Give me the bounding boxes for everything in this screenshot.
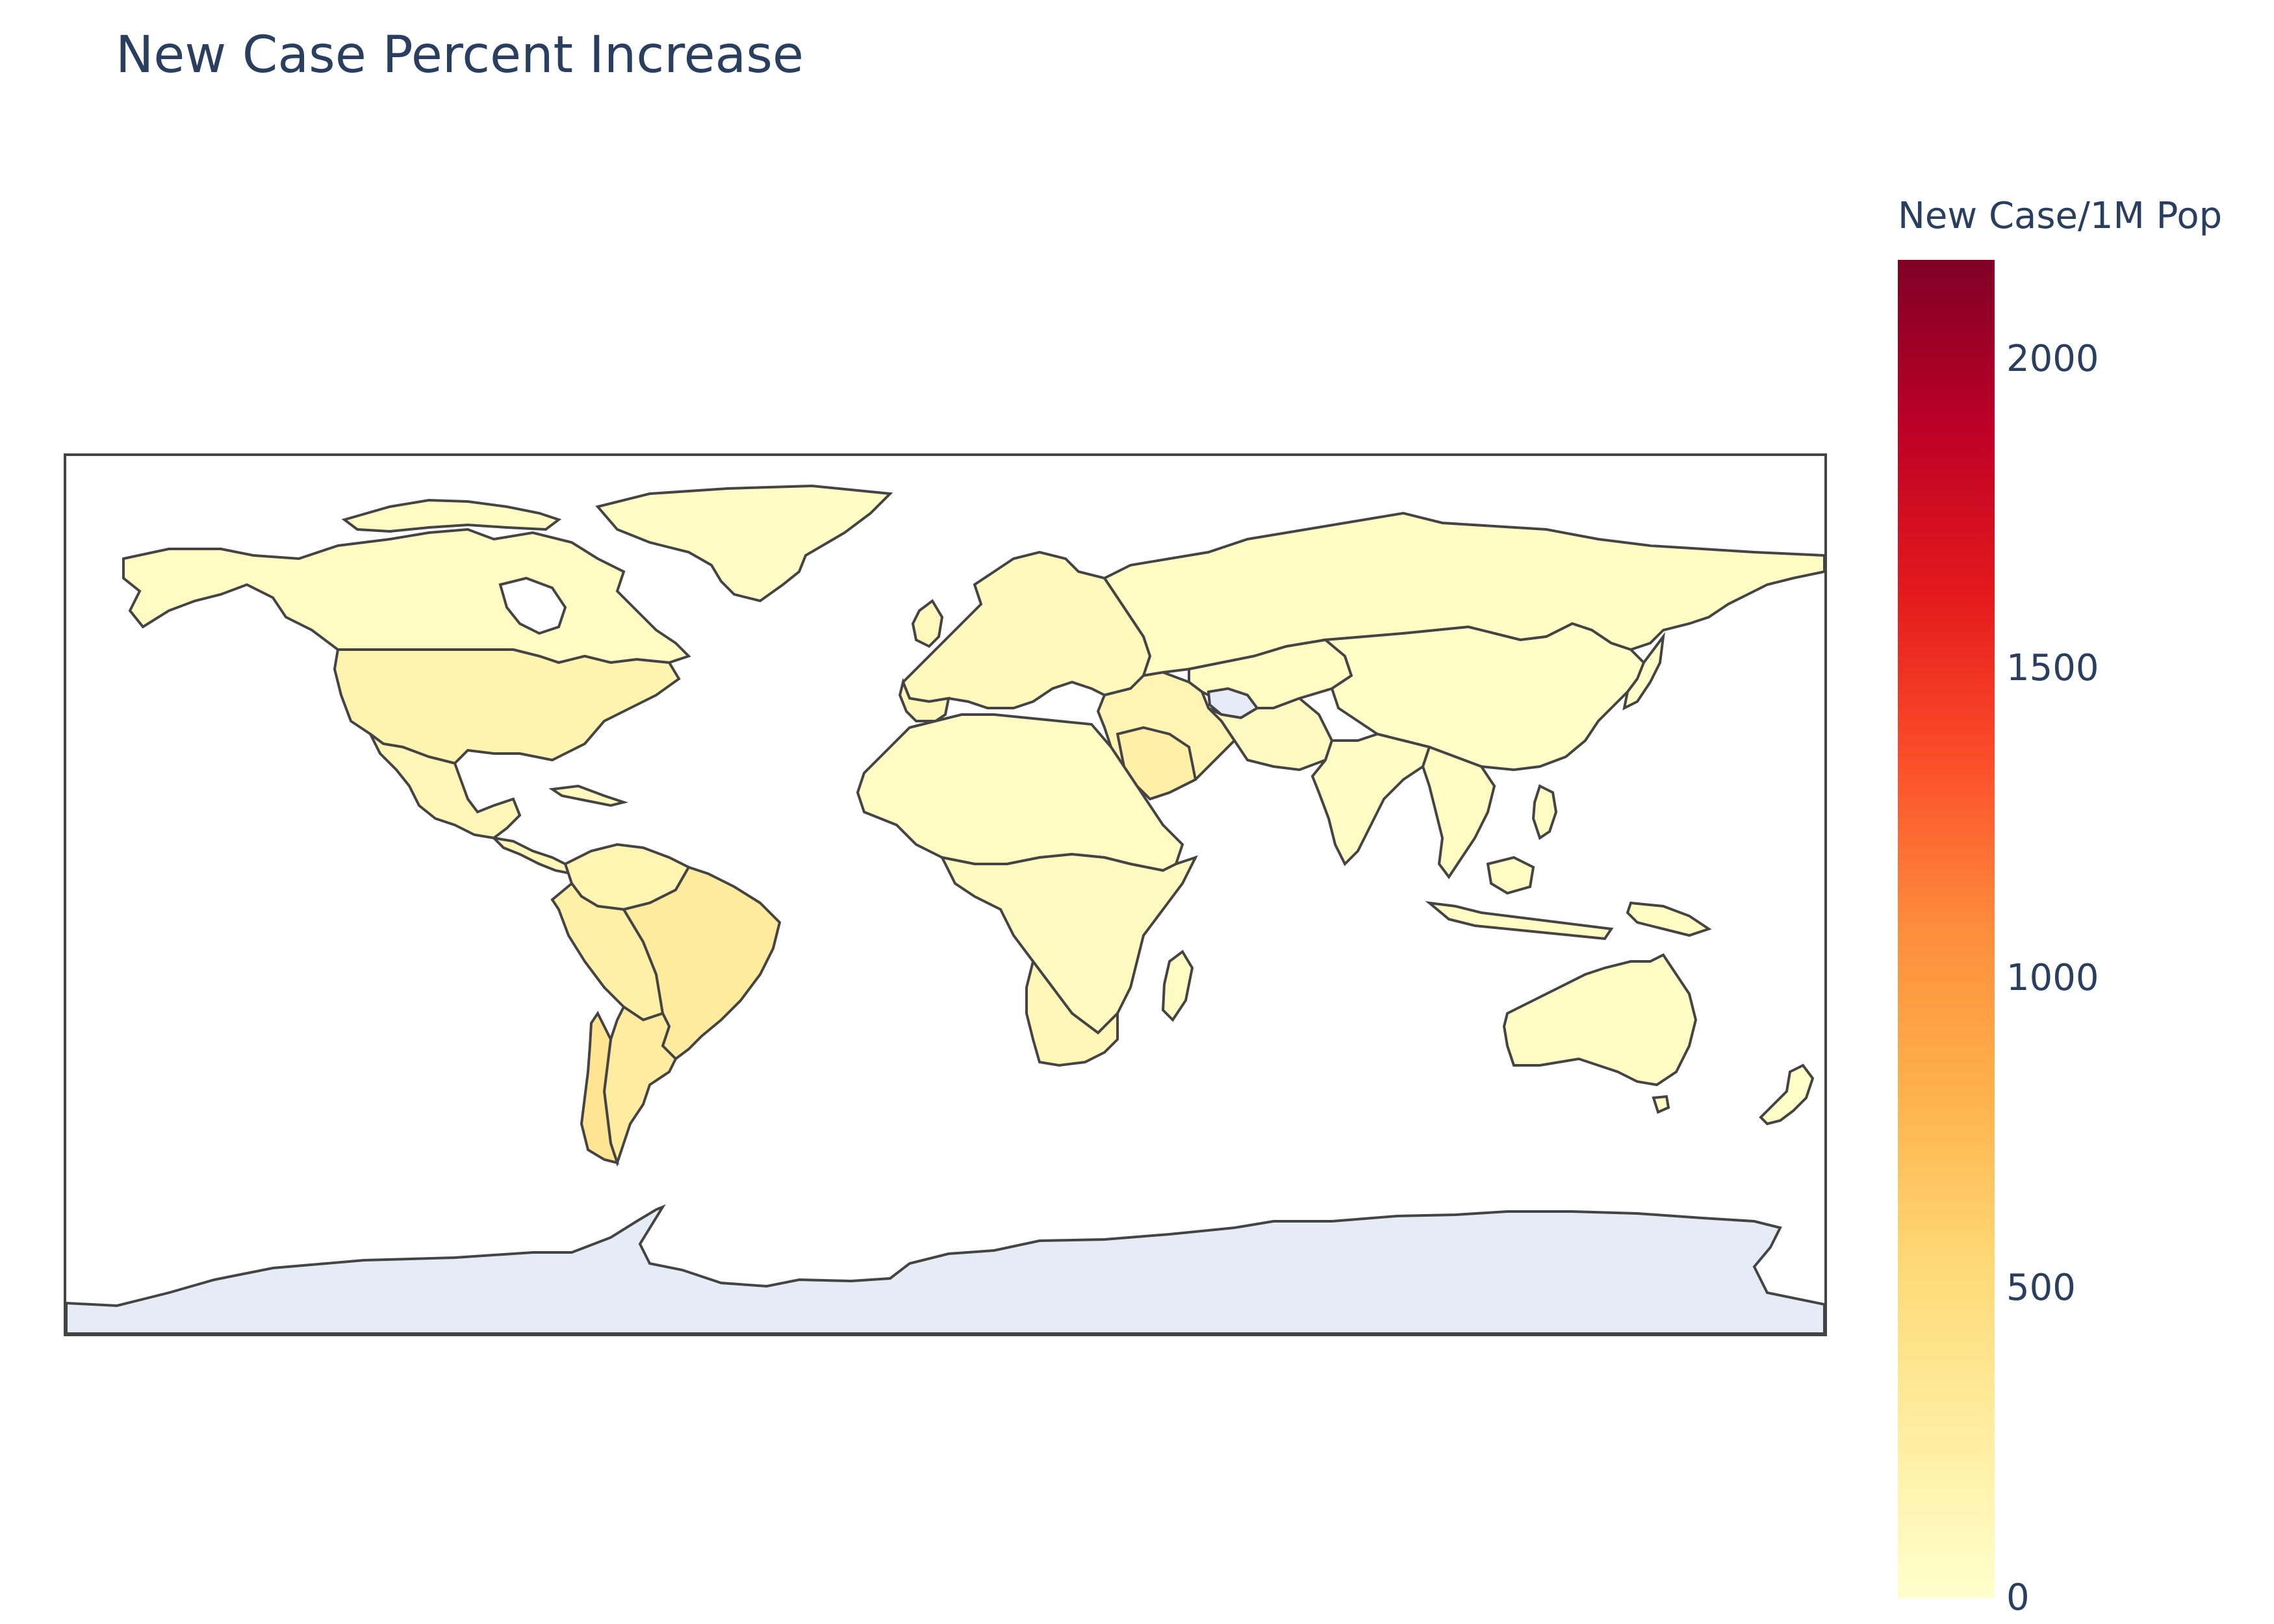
region-chile (580, 1011, 620, 1165)
region-antarctica (65, 1204, 1826, 1335)
region-south-africa (1025, 958, 1119, 1067)
region-new-zealand (1759, 1063, 1815, 1126)
region-borneo (1486, 856, 1535, 895)
region-philippines (1531, 784, 1558, 841)
region-japan (1622, 631, 1665, 711)
colorbar-tick-label: 1500 (2006, 647, 2099, 690)
chart-title: New Case Percent Increase (116, 26, 804, 84)
region-sub-saharan-africa (939, 852, 1198, 1035)
region-caribbean (548, 784, 629, 807)
region-australia (1502, 953, 1698, 1087)
colorbar-title: New Case/1M Pop (1898, 195, 2223, 237)
region-madagascar (1161, 950, 1194, 1022)
colorbar-tick-label: 0 (2006, 1577, 2030, 1619)
colorbar-tick-label: 1000 (2006, 957, 2099, 1000)
region-arctic-islands (341, 498, 562, 533)
region-southeast-asia (1421, 745, 1496, 880)
region-india (1310, 732, 1431, 867)
hudson-bay (498, 576, 567, 635)
region-mexico (369, 733, 522, 840)
colorbar-tick-label: 2000 (2006, 337, 2099, 380)
region-uk (911, 599, 944, 648)
region-greenland (595, 484, 893, 603)
region-indonesia (1425, 901, 1614, 941)
region-iberia (898, 678, 951, 722)
colorbar (1898, 260, 1995, 1598)
region-tasmania (1652, 1095, 1670, 1114)
region-new-guinea (1626, 901, 1712, 937)
region-china (1322, 622, 1646, 772)
colorbar-tick-label: 500 (2006, 1267, 2076, 1310)
